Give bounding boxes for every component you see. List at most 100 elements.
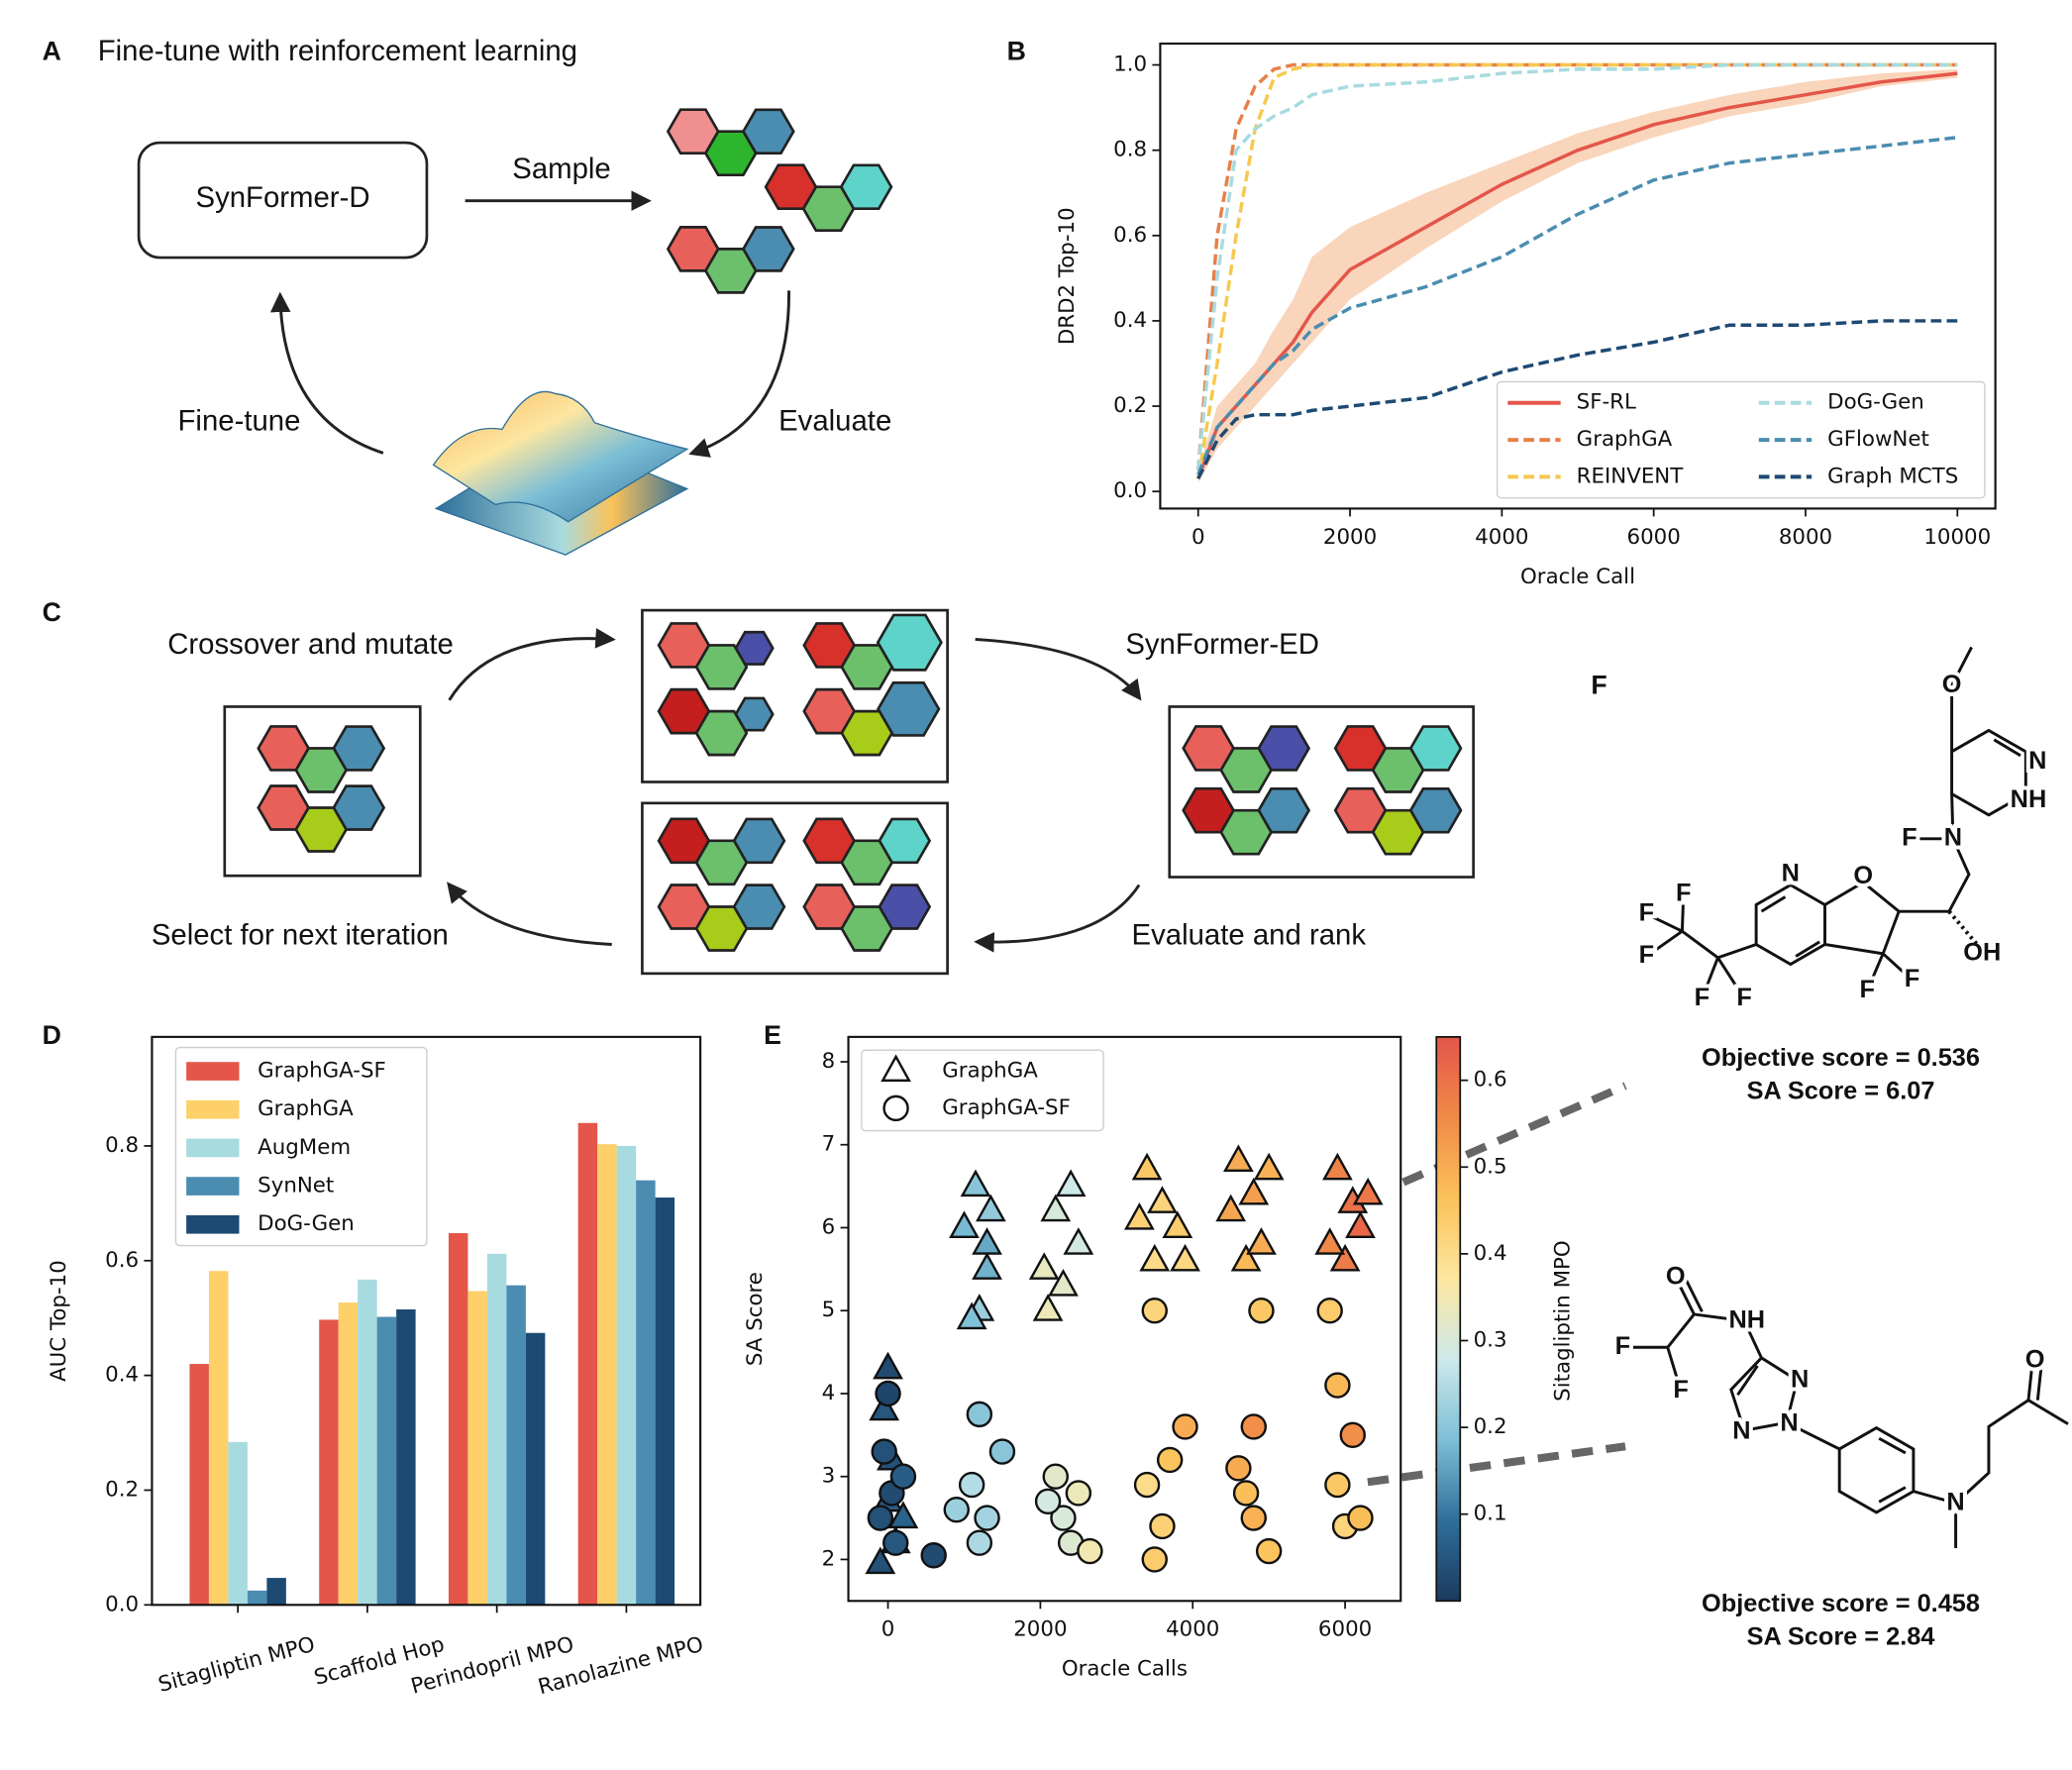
- panel-label: C: [43, 597, 61, 627]
- x-tick-label: 0: [1191, 525, 1205, 550]
- fragment: [1371, 747, 1425, 793]
- fragment: [801, 185, 856, 233]
- bar: [616, 1145, 637, 1606]
- bar: [189, 1364, 209, 1606]
- fragment: [694, 709, 749, 757]
- legend-swatch: [186, 1099, 240, 1119]
- legend-label: GraphGA-SF: [942, 1095, 1071, 1120]
- point: [887, 1501, 919, 1529]
- colorbar-tick-label: 0.6: [1474, 1068, 1507, 1093]
- point: [966, 1401, 993, 1428]
- arrow: [688, 290, 790, 458]
- bar: [597, 1144, 617, 1606]
- fragment: [876, 613, 943, 672]
- line: [1196, 319, 1958, 480]
- point: [943, 1496, 970, 1523]
- bar: [467, 1291, 487, 1606]
- atom-label: N: [1791, 1365, 1809, 1393]
- point: [1063, 1227, 1094, 1255]
- bond: [1645, 646, 2027, 999]
- point: [1238, 1177, 1270, 1205]
- colorbar-label: Sitagliptin MPO: [1550, 1240, 1575, 1401]
- atom-label: F: [1639, 941, 1654, 969]
- point: [1149, 1512, 1176, 1540]
- legend-swatch: [186, 1062, 240, 1081]
- panel-title: Fine-tune with reinforcement learning: [98, 35, 577, 67]
- point: [1329, 1243, 1361, 1272]
- point: [865, 1546, 896, 1575]
- fragment: [840, 839, 894, 886]
- point: [1034, 1488, 1062, 1515]
- y-tick-label: 0.4: [105, 1363, 139, 1388]
- legend-label: GraphGA-SF: [258, 1059, 386, 1084]
- colorbar-tick-label: 0.5: [1474, 1154, 1507, 1179]
- arrow: [269, 291, 384, 455]
- point: [949, 1210, 980, 1239]
- fragment: [703, 130, 758, 177]
- plot-frame: [847, 1035, 1402, 1603]
- legend-swatch: [186, 1138, 240, 1158]
- point: [1040, 1194, 1072, 1222]
- point: [1042, 1463, 1069, 1490]
- point: [1345, 1210, 1376, 1239]
- x-tick-label: 8000: [1779, 525, 1832, 550]
- bar: [486, 1253, 507, 1606]
- point: [875, 1380, 901, 1407]
- fragment: [703, 248, 758, 294]
- point: [1141, 1546, 1168, 1573]
- colorbar-tick-label: 0.2: [1474, 1414, 1507, 1439]
- y-tick-label: 4: [822, 1381, 836, 1406]
- atom-label: F: [1859, 976, 1874, 1003]
- legend: [1496, 380, 1986, 499]
- colorbar-tick-label: 0.3: [1474, 1327, 1507, 1352]
- fragment: [694, 839, 749, 886]
- legend-label: REINVENT: [1577, 464, 1685, 488]
- sa-score: SA Score = 2.84: [1747, 1622, 1935, 1650]
- bar: [655, 1197, 675, 1606]
- bar: [208, 1271, 229, 1606]
- atom-label: N: [1732, 1416, 1750, 1444]
- point: [871, 1438, 897, 1465]
- y-tick-label: 0.4: [1113, 308, 1147, 333]
- fragment: [840, 905, 894, 952]
- x-axis-label: Oracle Call: [1520, 565, 1635, 589]
- x-tick-label: 2000: [1323, 525, 1377, 550]
- legend-label: AugMem: [258, 1135, 351, 1160]
- point: [1170, 1243, 1200, 1272]
- pool-box: [223, 705, 422, 878]
- point: [873, 1351, 903, 1380]
- point: [988, 1438, 1016, 1465]
- y-tick-label: 0.6: [105, 1248, 139, 1273]
- point: [972, 1227, 1002, 1255]
- y-tick-label: 2: [822, 1546, 836, 1571]
- legend-swatch: [186, 1214, 240, 1234]
- bar: [577, 1122, 598, 1606]
- plot-frame: [151, 1035, 702, 1607]
- connector: [1367, 1442, 1626, 1487]
- point: [1352, 1177, 1384, 1205]
- model-box: [137, 141, 429, 260]
- legend-label: Graph MCTS: [1827, 464, 1958, 488]
- x-tick-label: 6000: [1318, 1617, 1372, 1642]
- point: [1172, 1413, 1198, 1440]
- line: [1196, 71, 1958, 479]
- bond: [1622, 1274, 2069, 1548]
- evaluated-box: [1168, 705, 1475, 879]
- point: [1065, 1480, 1092, 1507]
- colorbar: [1435, 1035, 1462, 1603]
- y-tick-label: 0.8: [1113, 138, 1147, 162]
- legend-marker: [881, 1054, 911, 1083]
- y-tick-label: 0.0: [105, 1592, 139, 1616]
- atom-label: O: [1942, 671, 1962, 698]
- point: [956, 1301, 987, 1330]
- point: [1314, 1227, 1346, 1255]
- panel-label: E: [764, 1020, 781, 1050]
- point: [889, 1463, 917, 1490]
- point: [1255, 1537, 1283, 1565]
- x-tick-label: 6000: [1627, 525, 1681, 550]
- point: [958, 1471, 985, 1499]
- point: [966, 1529, 993, 1556]
- point: [974, 1505, 1000, 1531]
